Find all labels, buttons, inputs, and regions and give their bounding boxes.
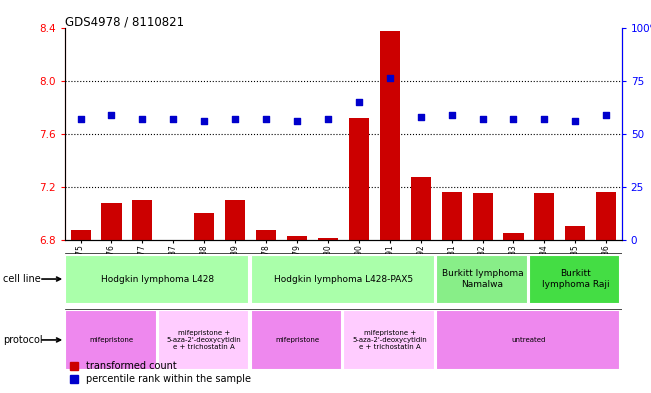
Point: [230, 116, 240, 122]
Point: [353, 99, 364, 105]
Text: Hodgkin lymphoma L428-PAX5: Hodgkin lymphoma L428-PAX5: [274, 275, 413, 283]
Bar: [349, 118, 369, 240]
Text: cell line: cell line: [3, 274, 41, 284]
Point: [106, 111, 117, 118]
Bar: [65, 310, 157, 370]
Text: GDS4978 / 8110821: GDS4978 / 8110821: [65, 16, 184, 29]
Bar: [529, 255, 620, 303]
Bar: [503, 233, 523, 240]
Point: [415, 114, 426, 120]
Text: protocol: protocol: [3, 335, 43, 345]
Point: [168, 116, 178, 122]
Text: Burkitt lymphoma
Namalwa: Burkitt lymphoma Namalwa: [442, 269, 523, 289]
Bar: [473, 193, 493, 240]
Point: [508, 116, 519, 122]
Text: untreated: untreated: [512, 337, 546, 343]
Bar: [102, 203, 122, 240]
Point: [601, 111, 611, 118]
Bar: [132, 200, 152, 240]
Point: [76, 116, 86, 122]
Bar: [436, 310, 620, 370]
Bar: [565, 226, 585, 240]
Bar: [158, 310, 249, 370]
Bar: [596, 192, 616, 240]
Point: [477, 116, 488, 122]
Point: [539, 116, 549, 122]
Bar: [251, 255, 435, 303]
Text: mifepristone +
5-aza-2'-deoxycytidin
e + trichostatin A: mifepristone + 5-aza-2'-deoxycytidin e +…: [167, 330, 242, 350]
Point: [447, 111, 457, 118]
Bar: [380, 31, 400, 240]
Bar: [65, 255, 249, 303]
Bar: [287, 236, 307, 240]
Text: Burkitt
lymphoma Raji: Burkitt lymphoma Raji: [542, 269, 609, 289]
Point: [323, 116, 333, 122]
Point: [261, 116, 271, 122]
Bar: [343, 310, 435, 370]
Text: mifepristone: mifepristone: [89, 337, 133, 343]
Bar: [194, 213, 214, 240]
Bar: [411, 177, 431, 240]
Point: [292, 118, 302, 124]
Text: mifepristone +
5-aza-2'-deoxycytidin
e + trichostatin A: mifepristone + 5-aza-2'-deoxycytidin e +…: [352, 330, 427, 350]
Bar: [436, 255, 528, 303]
Point: [199, 118, 210, 124]
Text: mifepristone: mifepristone: [275, 337, 319, 343]
Legend: transformed count, percentile rank within the sample: transformed count, percentile rank withi…: [70, 361, 251, 384]
Bar: [70, 230, 90, 240]
Bar: [441, 192, 462, 240]
Bar: [225, 200, 245, 240]
Bar: [251, 310, 342, 370]
Point: [137, 116, 148, 122]
Bar: [534, 193, 555, 240]
Point: [385, 75, 395, 82]
Point: [570, 118, 581, 124]
Bar: [318, 239, 338, 240]
Bar: [256, 230, 276, 240]
Text: Hodgkin lymphoma L428: Hodgkin lymphoma L428: [102, 275, 214, 283]
